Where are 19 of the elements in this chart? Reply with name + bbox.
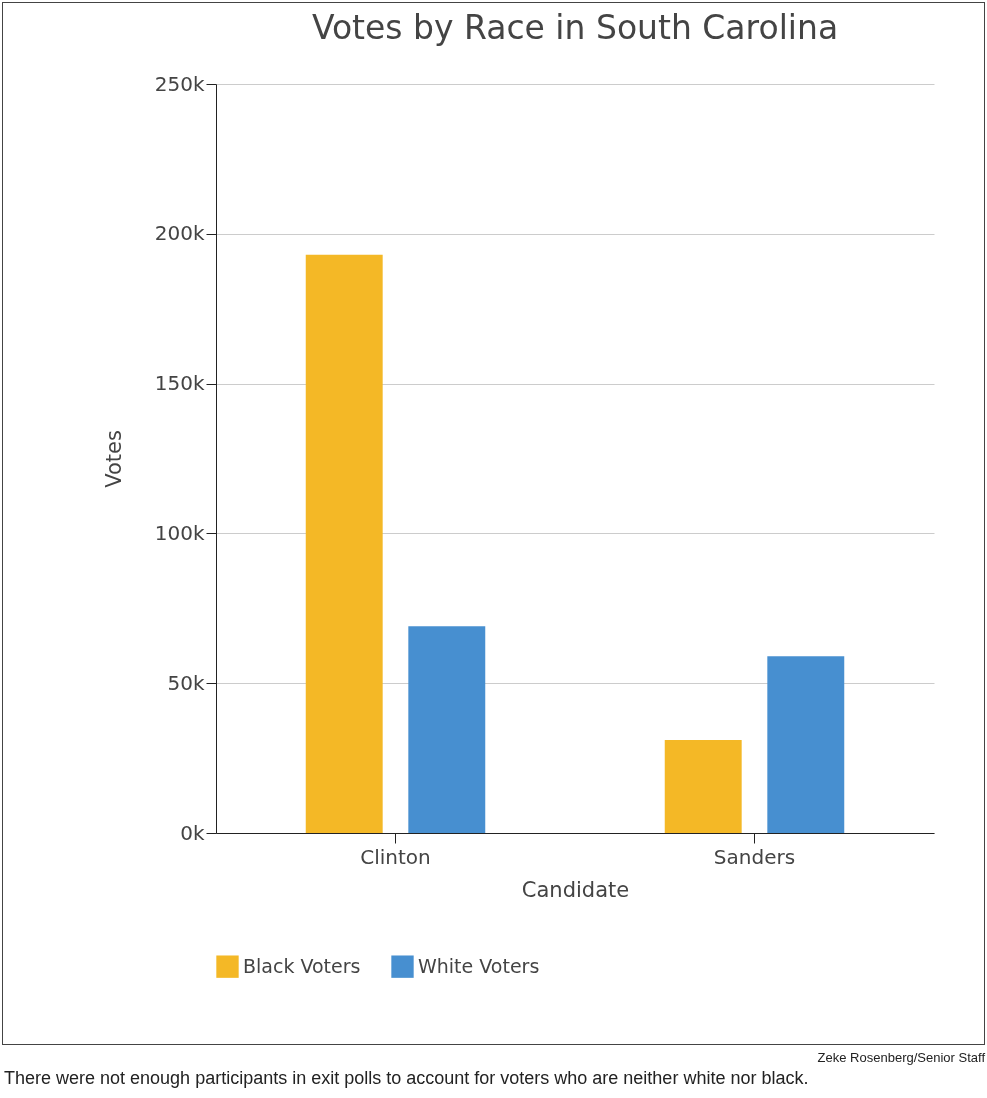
bar <box>305 254 383 833</box>
chart-title: Votes by Race in South Carolina <box>311 8 839 47</box>
legend-label: Black Voters <box>243 954 361 977</box>
y-tick-label: 150k <box>154 371 205 396</box>
y-tick-label: 250k <box>154 71 205 96</box>
text: Zeke Rosenberg/Senior Staff <box>817 1050 985 1065</box>
x-axis-title: Candidate <box>521 877 630 902</box>
x-tick-label: Sanders <box>713 844 796 869</box>
bar <box>408 626 486 833</box>
y-tick-label: 100k <box>154 520 205 545</box>
y-tick-label: 50k <box>167 670 205 695</box>
text: There were not enough participants in exit polls to account for voters who are neither white nor black. <box>4 1068 809 1089</box>
y-tick-label: 200k <box>154 221 205 246</box>
bar <box>664 740 742 833</box>
legend-label: White Voters <box>418 954 540 977</box>
x-tick-label: Clinton <box>360 844 431 869</box>
bar <box>767 656 845 833</box>
y-tick-label: 0k <box>180 820 205 845</box>
y-axis-title: Votes <box>101 430 126 488</box>
